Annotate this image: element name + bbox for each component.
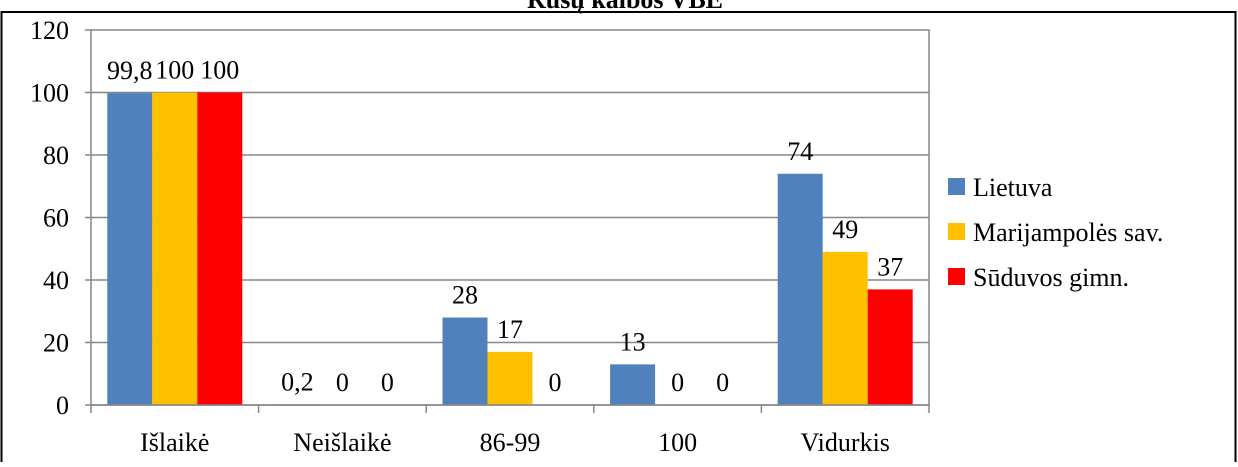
y-tick-label: 20 bbox=[43, 329, 69, 358]
data-label: 0 bbox=[671, 368, 684, 397]
chart-title: Rusų kalbos VBE bbox=[527, 0, 723, 14]
bar bbox=[107, 93, 153, 405]
axes: 0 20 40 60 80 100 120 Išlaikė Neišlaikė 86-99 100 V… bbox=[30, 16, 930, 457]
y-tick-label: 0 bbox=[56, 391, 69, 420]
data-label: 0 bbox=[381, 368, 394, 397]
data-label: 49 bbox=[832, 215, 858, 244]
legend-label: Marijampolės sav. bbox=[973, 218, 1163, 247]
data-label: 74 bbox=[787, 137, 813, 166]
data-label: 0,2 bbox=[281, 367, 314, 396]
legend: Lietuva Marijampolės sav. Sūduvos gimn. bbox=[948, 173, 1163, 292]
bar bbox=[442, 317, 488, 405]
data-label: 0 bbox=[549, 368, 562, 397]
legend-swatch bbox=[948, 178, 965, 195]
y-tick-label: 40 bbox=[43, 266, 69, 295]
bar bbox=[197, 92, 243, 405]
bar bbox=[152, 92, 198, 405]
data-label: 37 bbox=[877, 252, 903, 281]
data-label: 99,8 bbox=[107, 56, 153, 85]
legend-label: Sūduvos gimn. bbox=[973, 263, 1129, 292]
y-tick-label: 120 bbox=[30, 16, 69, 45]
y-tick-label: 100 bbox=[30, 79, 69, 108]
bar bbox=[487, 351, 533, 405]
x-tick-label: Vidurkis bbox=[800, 428, 889, 457]
data-label: 28 bbox=[452, 281, 478, 310]
data-label: 0 bbox=[716, 368, 729, 397]
data-label: 100 bbox=[155, 56, 194, 85]
x-tick-label: Neišlaikė bbox=[293, 428, 391, 457]
x-tick-label: Išlaikė bbox=[140, 428, 209, 457]
x-tick-label: 100 bbox=[658, 428, 697, 457]
y-tick-label: 80 bbox=[43, 141, 69, 170]
bar bbox=[610, 364, 656, 405]
legend-swatch bbox=[948, 268, 965, 285]
legend-label: Lietuva bbox=[973, 173, 1053, 202]
bars bbox=[107, 92, 913, 405]
bar bbox=[777, 173, 823, 405]
data-label: 0 bbox=[336, 368, 349, 397]
x-tick-label: 86-99 bbox=[480, 428, 541, 457]
data-label: 13 bbox=[620, 327, 646, 356]
legend-swatch bbox=[948, 223, 965, 240]
data-label: 17 bbox=[497, 315, 523, 344]
y-tick-label: 60 bbox=[43, 204, 69, 233]
bar bbox=[867, 289, 913, 405]
bar bbox=[822, 251, 868, 405]
data-label: 100 bbox=[200, 56, 239, 85]
